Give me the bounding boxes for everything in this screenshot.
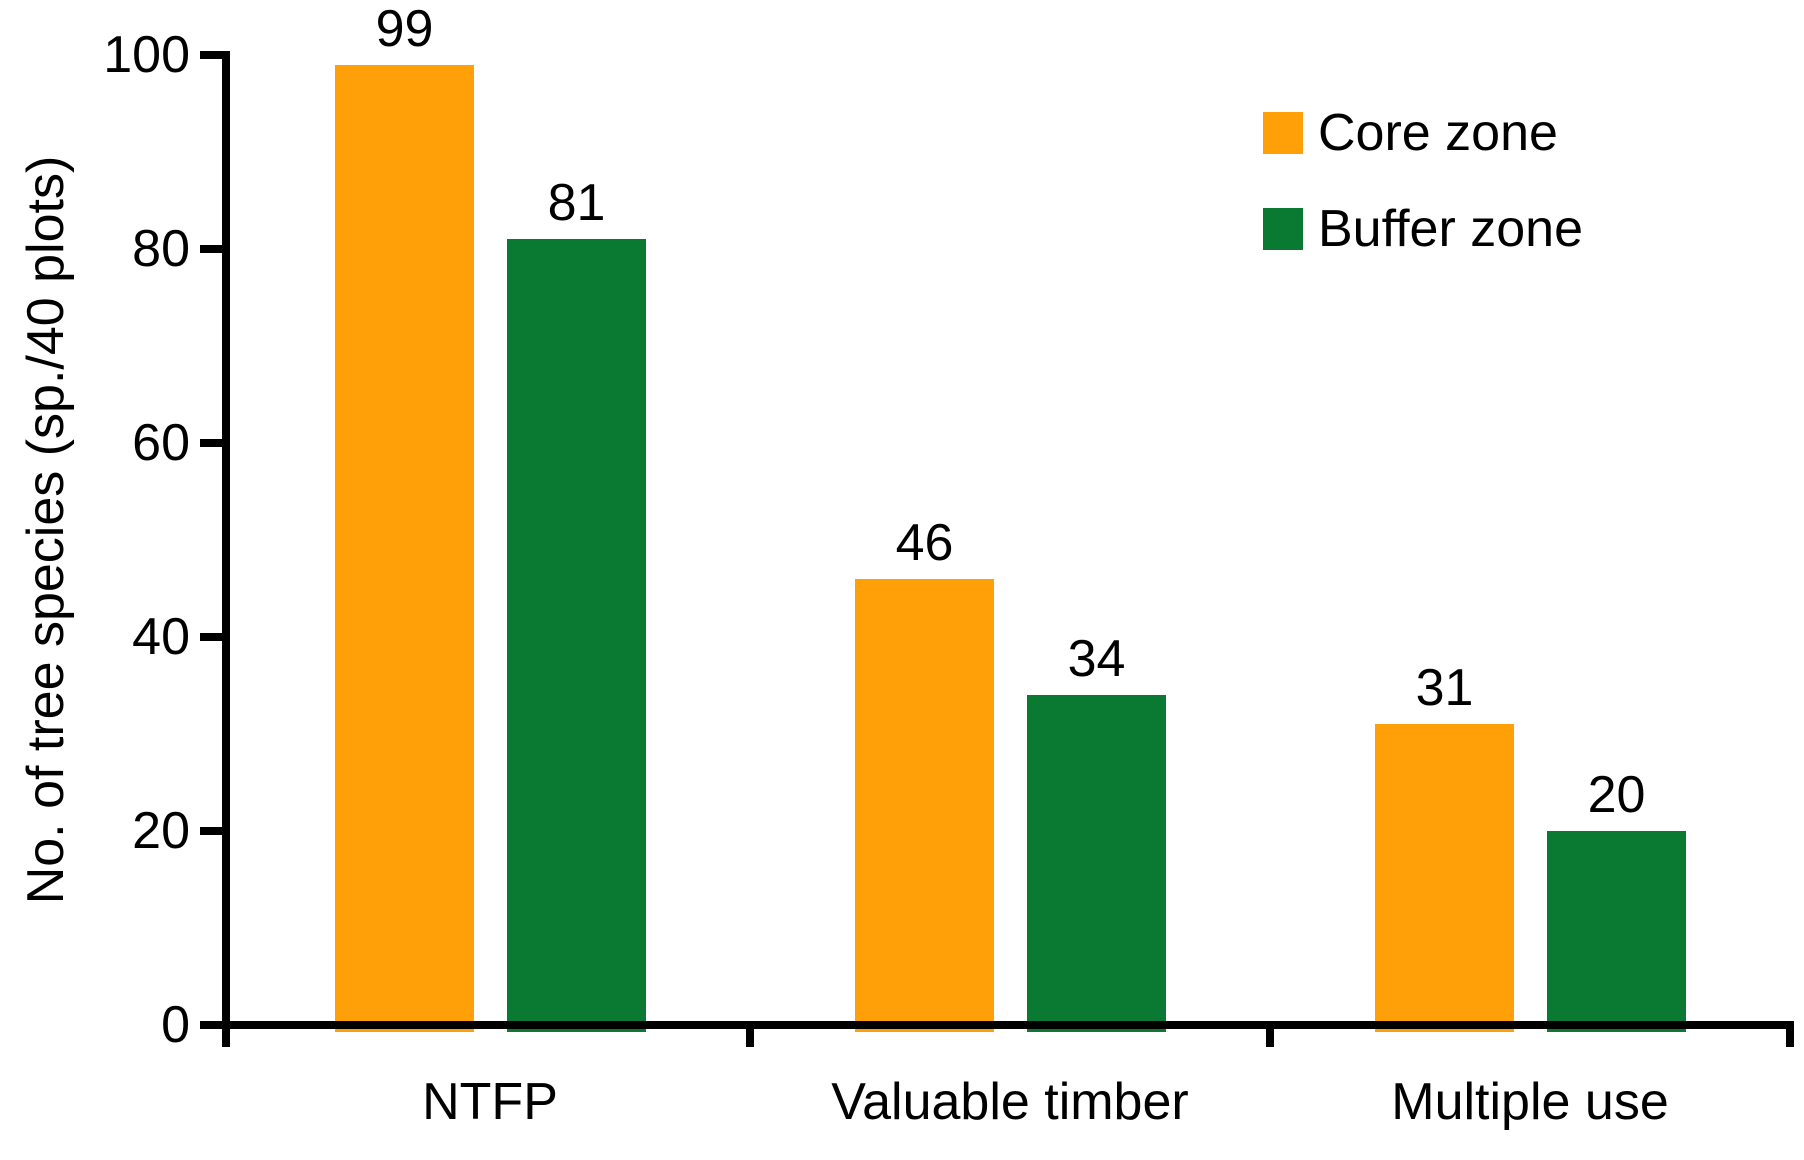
value-label-buffer-zone-valuable-timber: 34 — [1067, 630, 1126, 688]
x-tick-mark-3 — [1786, 1021, 1794, 1047]
y-tick-mark-20 — [200, 827, 226, 835]
bar-core-zone-ntfp — [335, 65, 474, 1032]
x-tick-mark-2 — [1266, 1021, 1274, 1047]
y-axis-line — [222, 51, 230, 1047]
bar-buffer-zone-multiple-use — [1547, 831, 1686, 1032]
legend-label-buffer-zone: Buffer zone — [1318, 200, 1584, 258]
value-label-core-zone-multiple-use: 31 — [1415, 659, 1474, 717]
value-label-core-zone-valuable-timber: 46 — [895, 514, 954, 572]
value-label-buffer-zone-multiple-use: 20 — [1587, 766, 1646, 824]
value-label-core-zone-ntfp: 99 — [375, 0, 434, 58]
y-tick-label-40: 40 — [132, 608, 190, 666]
y-tick-label-0: 0 — [161, 996, 190, 1054]
x-tick-mark-1 — [746, 1021, 754, 1047]
legend-swatch-core-zone — [1263, 112, 1303, 154]
y-tick-mark-0 — [200, 1021, 226, 1029]
y-tick-label-20: 20 — [132, 802, 190, 860]
y-tick-mark-40 — [200, 633, 226, 641]
category-label-valuable-timber: Valuable timber — [831, 1073, 1189, 1131]
legend-swatch-buffer-zone — [1263, 208, 1303, 250]
y-tick-label-100: 100 — [103, 26, 190, 84]
value-label-buffer-zone-ntfp: 81 — [547, 174, 606, 232]
y-tick-mark-100 — [200, 51, 226, 59]
bar-core-zone-valuable-timber — [855, 579, 994, 1032]
y-tick-mark-80 — [200, 245, 226, 253]
x-axis-line — [222, 1021, 1794, 1029]
category-label-multiple-use: Multiple use — [1391, 1073, 1669, 1131]
y-tick-label-80: 80 — [132, 220, 190, 278]
category-label-ntfp: NTFP — [422, 1073, 558, 1131]
bar-buffer-zone-ntfp — [507, 239, 646, 1032]
bar-buffer-zone-valuable-timber — [1027, 695, 1166, 1032]
legend-label-core-zone: Core zone — [1318, 104, 1558, 162]
y-tick-mark-60 — [200, 439, 226, 447]
y-tick-label-60: 60 — [132, 414, 190, 472]
bar-core-zone-multiple-use — [1375, 724, 1514, 1032]
